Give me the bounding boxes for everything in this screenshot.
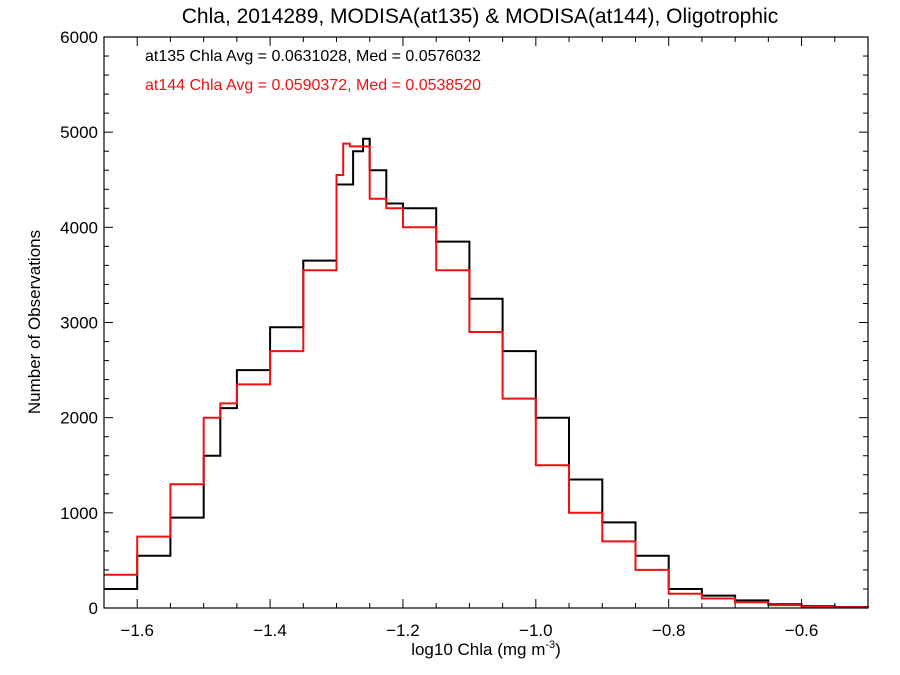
x-tick-label: −1.2 [386,621,420,640]
y-axis-label: Number of Observations [25,230,44,414]
x-tick-label: −1.4 [253,621,287,640]
y-tick-label: 0 [89,599,98,618]
annotation-at135: at135 Chla Avg = 0.0631028, Med = 0.0576… [145,48,481,65]
x-tick-label: −1.0 [519,621,553,640]
y-tick-label: 6000 [60,28,98,47]
x-axis: −1.6 −1.4 −1.2 −1.0 −0.8 −0.6 [120,37,836,640]
y-tick-label: 5000 [60,123,98,142]
y-tick-label: 1000 [60,504,98,523]
chart-title: Chla, 2014289, MODISA(at135) & MODISA(at… [182,5,778,28]
x-axis-label-sup: -3 [545,639,555,651]
annotation-at144: at144 Chla Avg = 0.0590372, Med = 0.0538… [145,77,481,94]
x-axis-label: log10 Chla (mg m-3) [411,639,561,659]
x-axis-label-end: ) [555,640,561,659]
x-tick-label: −1.6 [120,621,154,640]
y-axis: 0 1000 2000 3000 4000 5000 6000 [60,28,868,618]
series-line-1 [104,142,869,609]
series-group [104,137,869,609]
series-line-0 [104,137,869,608]
y-tick-label: 4000 [60,218,98,237]
y-tick-label: 2000 [60,409,98,428]
y-tick-label: 3000 [60,314,98,333]
plot-frame [103,36,869,609]
x-tick-label: −0.8 [652,621,686,640]
x-tick-label: −0.6 [785,621,819,640]
x-axis-label-main: log10 Chla (mg m [411,640,545,659]
